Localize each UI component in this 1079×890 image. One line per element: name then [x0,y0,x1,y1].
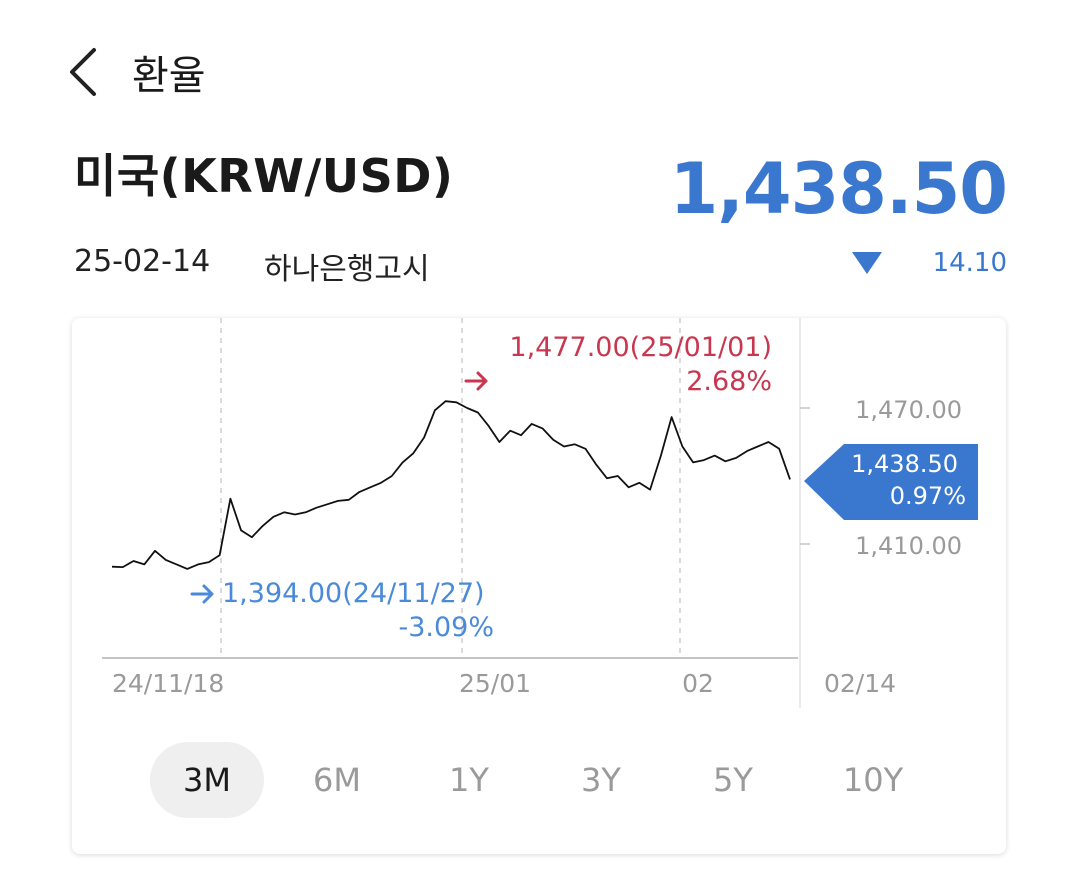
arrow-right-icon [190,584,214,604]
period-tab-1y[interactable]: 1Y [449,761,489,799]
current-value-label: 1,438.50 [851,450,958,478]
period-tab-3m[interactable]: 3M [150,742,264,818]
period-tab-10y[interactable]: 10Y [842,761,904,799]
x-tick-label: 02/14 [824,669,896,698]
period-tab-3y[interactable]: 3Y [581,761,621,799]
rate-source: 하나은행고시 [264,252,430,287]
min-pct-label: -3.09% [398,612,494,643]
min-value-label: 1,394.00(24/11/27) [222,578,485,609]
current-pct-label: 0.97% [890,482,966,510]
current-value-tag [804,444,978,520]
page-title: 환율 [132,53,206,99]
period-tab-6m[interactable]: 6M [313,761,361,799]
rate-change-value: 14.10 [932,248,1007,278]
max-pct-label: 2.68% [686,366,772,397]
y-tick-label: 1,410.00 [855,532,962,560]
triangle-down-icon [850,250,884,276]
max-value-label: 1,477.00(25/01/01) [509,332,772,363]
back-arrow-icon[interactable] [64,40,108,104]
period-tabs: 3M 6M 1Y 3Y 5Y 10Y [150,742,950,818]
arrow-right-icon [464,371,488,391]
exchange-rate-value: 1,438.50 [669,148,1008,230]
x-tick-label: 02 [682,669,714,698]
rate-date: 25-02-14 [74,244,211,279]
series-line [111,400,791,570]
x-tick-label: 25/01 [459,669,531,698]
currency-name: 미국(KRW/USD) [74,149,454,203]
y-tick-label: 1,470.00 [855,396,962,424]
chart-card: 1,470.00 1,410.00 24/11/18 25/01 02 02/14 1,47… [72,318,1006,854]
header: 환율 [64,40,206,104]
rate-line-chart: 1,470.00 1,410.00 24/11/18 25/01 02 02/14 1,47… [102,318,978,708]
period-tab-5y[interactable]: 5Y [713,761,753,799]
x-tick-label: 24/11/18 [112,669,224,698]
